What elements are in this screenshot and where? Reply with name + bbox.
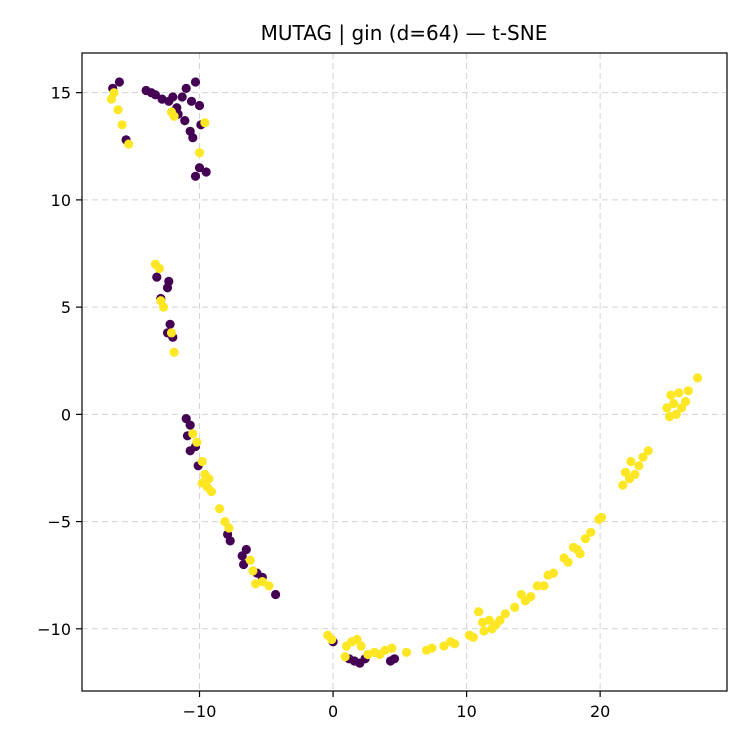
scatter-point-class-1 xyxy=(169,111,179,121)
scatter-point-class-1 xyxy=(468,632,478,643)
scatter-point-class-1 xyxy=(387,643,397,653)
scatter-point-class-1 xyxy=(580,534,591,544)
scatter-point-class-0 xyxy=(194,163,205,173)
scatter-point-class-1 xyxy=(671,409,681,419)
scatter-point-class-1 xyxy=(214,504,225,514)
scatter-point-class-1 xyxy=(548,568,559,578)
scatter-point-class-0 xyxy=(185,420,195,430)
scatter-point-class-1 xyxy=(526,592,536,602)
scatter-point-class-1 xyxy=(643,446,653,456)
scatter-point-class-1 xyxy=(166,328,177,338)
scatter-point-class-1 xyxy=(510,602,520,613)
scatter-point-class-1 xyxy=(638,452,648,462)
scatter-point-class-1 xyxy=(532,581,543,591)
y-tick-label: −5 xyxy=(47,513,71,532)
scatter-point-class-1 xyxy=(327,634,337,645)
x-tick-label: 10 xyxy=(456,702,476,721)
scatter-point-class-1 xyxy=(484,615,494,625)
axis-layer: −10 0 10 20 −10 −5 0 5 10 15 xyxy=(37,84,610,721)
points-layer xyxy=(106,77,703,668)
scatter-point-class-1 xyxy=(674,388,684,398)
scatter-point-class-1 xyxy=(683,386,693,396)
scatter-point-class-1 xyxy=(169,347,179,357)
scatter-point-class-1 xyxy=(204,474,214,484)
scatter-point-class-1 xyxy=(340,652,350,662)
scatter-point-class-0 xyxy=(168,92,178,102)
scatter-point-class-0 xyxy=(190,171,201,181)
scatter-point-class-1 xyxy=(248,566,258,576)
scatter-point-class-1 xyxy=(188,429,198,439)
scatter-point-class-0 xyxy=(180,116,190,126)
scatter-point-class-1 xyxy=(427,643,437,653)
scatter-point-class-1 xyxy=(693,373,703,383)
scatter-point-class-0 xyxy=(241,544,251,555)
scatter-point-class-0 xyxy=(186,96,197,106)
scatter-point-class-1 xyxy=(192,437,202,447)
scatter-point-class-1 xyxy=(500,609,510,619)
scatter-point-class-1 xyxy=(630,469,640,479)
scatter-point-class-1 xyxy=(618,480,628,490)
scatter-point-class-1 xyxy=(154,263,165,274)
scatter-point-class-1 xyxy=(117,120,127,130)
scatter-point-class-1 xyxy=(356,641,366,651)
scatter-point-class-1 xyxy=(586,527,596,537)
scatter-point-class-0 xyxy=(201,167,211,177)
y-tick-label: 5 xyxy=(61,298,71,317)
scatter-point-class-0 xyxy=(162,283,173,293)
scatter-point-class-1 xyxy=(257,577,267,587)
scatter-point-class-1 xyxy=(124,139,134,149)
scatter-point-class-0 xyxy=(225,536,235,546)
scatter-point-class-1 xyxy=(669,399,679,409)
scatter-point-class-0 xyxy=(152,272,162,282)
scatter-point-class-1 xyxy=(200,118,210,128)
scatter-point-class-0 xyxy=(389,654,400,664)
scatter-point-class-1 xyxy=(662,403,672,413)
scatter-point-class-1 xyxy=(479,626,489,636)
chart-title: MUTAG | gin (d=64) — t-SNE xyxy=(261,21,548,45)
scatter-point-class-0 xyxy=(239,559,249,570)
x-tick-label: 0 xyxy=(328,702,338,721)
scatter-point-class-1 xyxy=(439,641,449,651)
scatter-point-class-1 xyxy=(450,639,460,649)
y-tick-label: 10 xyxy=(51,191,71,210)
scatter-point-class-0 xyxy=(188,133,198,143)
scatter-point-class-1 xyxy=(681,396,691,407)
scatter-point-class-0 xyxy=(114,77,124,87)
scatter-point-class-1 xyxy=(495,615,505,625)
scatter-point-class-1 xyxy=(626,456,636,467)
y-tick-label: 0 xyxy=(61,405,71,424)
scatter-point-class-1 xyxy=(194,148,205,158)
scatter-point-class-1 xyxy=(109,88,119,98)
scatter-point-class-1 xyxy=(224,523,234,533)
scatter-point-class-1 xyxy=(634,461,644,471)
scatter-point-class-0 xyxy=(165,319,175,329)
x-tick-label: −10 xyxy=(183,702,217,721)
x-tick-label: 20 xyxy=(590,702,610,721)
scatter-point-class-1 xyxy=(563,557,573,567)
scatter-point-class-1 xyxy=(158,302,169,312)
scatter-point-class-1 xyxy=(539,581,549,591)
y-tick-label: −10 xyxy=(37,620,71,639)
scatter-point-class-0 xyxy=(271,589,281,600)
plot-frame xyxy=(81,52,728,692)
scatter-point-class-1 xyxy=(206,487,217,497)
scatter-point-class-0 xyxy=(177,92,187,102)
scatter-point-class-1 xyxy=(264,581,274,591)
grid-layer xyxy=(82,53,727,691)
scatter-point-class-1 xyxy=(245,555,255,565)
scatter-point-class-0 xyxy=(150,90,160,100)
scatter-point-class-0 xyxy=(194,100,205,111)
scatter-point-class-1 xyxy=(575,549,585,559)
scatter-point-class-1 xyxy=(113,105,123,115)
scatter-point-class-0 xyxy=(185,446,195,456)
scatter-point-class-0 xyxy=(181,83,191,93)
y-tick-label: 15 xyxy=(51,84,71,103)
scatter-point-class-0 xyxy=(190,77,201,87)
scatter-point-class-1 xyxy=(401,647,412,658)
scatter-point-class-1 xyxy=(197,456,207,467)
scatter-point-class-1 xyxy=(596,512,607,522)
scatter-point-class-1 xyxy=(474,607,484,617)
scatter-point-class-1 xyxy=(666,390,676,400)
